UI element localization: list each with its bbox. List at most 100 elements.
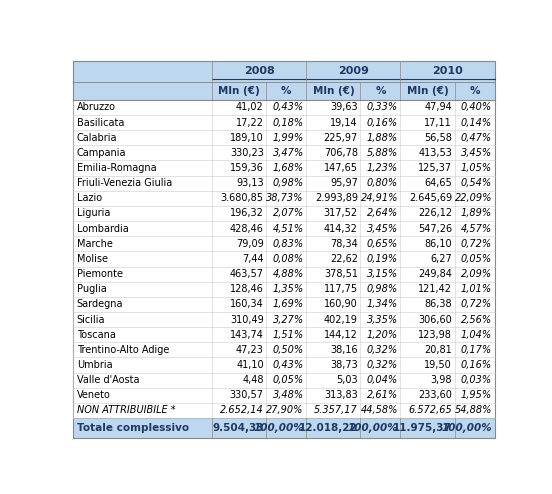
Text: 378,51: 378,51 (324, 269, 358, 279)
Text: 6.572,65: 6.572,65 (408, 406, 452, 415)
Text: 100,00%: 100,00% (347, 423, 398, 433)
Bar (73, 327, 495, 342)
Text: Veneto: Veneto (77, 390, 110, 400)
Text: 0,14%: 0,14% (461, 118, 492, 127)
Text: 2.645,69: 2.645,69 (409, 193, 452, 204)
Text: 1,51%: 1,51% (273, 329, 304, 340)
Text: Trentino-Alto Adige: Trentino-Alto Adige (77, 345, 169, 355)
Bar (73, 206, 495, 221)
Bar (73, 115, 495, 130)
Text: 1,99%: 1,99% (273, 133, 304, 143)
Text: 1,68%: 1,68% (273, 163, 304, 173)
Text: 79,09: 79,09 (236, 239, 264, 249)
Text: 1,35%: 1,35% (273, 284, 304, 294)
Text: 0,47%: 0,47% (461, 133, 492, 143)
Text: 3,48%: 3,48% (273, 390, 304, 400)
Text: 3,27%: 3,27% (273, 315, 304, 325)
Text: 547,26: 547,26 (418, 224, 452, 234)
Text: 0,19%: 0,19% (367, 254, 398, 264)
Text: 3.680,85: 3.680,85 (221, 193, 264, 204)
Text: 4,51%: 4,51% (273, 224, 304, 234)
Text: 11.975,37: 11.975,37 (393, 423, 452, 433)
Text: 128,46: 128,46 (230, 284, 264, 294)
Text: 86,10: 86,10 (424, 239, 452, 249)
Bar (73, 161, 495, 175)
Text: 249,84: 249,84 (418, 269, 452, 279)
Text: 0,16%: 0,16% (367, 118, 398, 127)
Text: Campania: Campania (77, 148, 126, 158)
Text: %: % (469, 86, 480, 96)
Text: 160,90: 160,90 (324, 299, 358, 309)
Text: 0,32%: 0,32% (367, 360, 398, 370)
Text: 1,20%: 1,20% (367, 329, 398, 340)
Text: Calabria: Calabria (77, 133, 117, 143)
Text: 143,74: 143,74 (230, 329, 264, 340)
Text: 0,98%: 0,98% (367, 284, 398, 294)
Text: 0,40%: 0,40% (461, 102, 492, 113)
Text: 0,32%: 0,32% (367, 345, 398, 355)
Text: 19,50: 19,50 (424, 360, 452, 370)
Text: 3,15%: 3,15% (367, 269, 398, 279)
Text: 1,95%: 1,95% (461, 390, 492, 400)
Text: 0,05%: 0,05% (461, 254, 492, 264)
Text: 121,42: 121,42 (418, 284, 452, 294)
Text: 1,88%: 1,88% (367, 133, 398, 143)
Text: 0,33%: 0,33% (367, 102, 398, 113)
Text: 147,65: 147,65 (324, 163, 358, 173)
Text: 0,54%: 0,54% (461, 178, 492, 188)
Text: 0,83%: 0,83% (273, 239, 304, 249)
Text: 22,62: 22,62 (330, 254, 358, 264)
Text: 0,98%: 0,98% (273, 178, 304, 188)
Text: 54,88%: 54,88% (455, 406, 492, 415)
Text: 2010: 2010 (432, 66, 463, 77)
Text: 123,98: 123,98 (418, 329, 452, 340)
Text: 0,80%: 0,80% (367, 178, 398, 188)
Bar (73, 251, 495, 267)
Text: Mln (€): Mln (€) (219, 86, 260, 96)
Text: 1,05%: 1,05% (461, 163, 492, 173)
Text: 2009: 2009 (338, 66, 369, 77)
Text: 313,83: 313,83 (324, 390, 358, 400)
Text: 100,00%: 100,00% (442, 423, 492, 433)
Text: 1,01%: 1,01% (461, 284, 492, 294)
Text: 3,47%: 3,47% (273, 148, 304, 158)
Text: NON ATTRIBUIBILE *: NON ATTRIBUIBILE * (77, 406, 176, 415)
Text: 2,07%: 2,07% (273, 208, 304, 218)
Bar (73, 358, 495, 372)
Text: Mln (€): Mln (€) (312, 86, 354, 96)
Text: 159,36: 159,36 (230, 163, 264, 173)
Text: 160,34: 160,34 (230, 299, 264, 309)
Text: 225,97: 225,97 (323, 133, 358, 143)
Text: 3,35%: 3,35% (367, 315, 398, 325)
Bar (73, 372, 495, 388)
Text: 317,52: 317,52 (324, 208, 358, 218)
Text: 0,16%: 0,16% (461, 360, 492, 370)
Text: 330,23: 330,23 (230, 148, 264, 158)
Text: 2.652,14: 2.652,14 (220, 406, 264, 415)
Text: Lazio: Lazio (77, 193, 102, 204)
Text: Valle d'Aosta: Valle d'Aosta (77, 375, 139, 385)
Text: Abruzzo: Abruzzo (77, 102, 116, 113)
Text: 233,60: 233,60 (418, 390, 452, 400)
Text: 93,13: 93,13 (236, 178, 264, 188)
Text: 86,38: 86,38 (424, 299, 452, 309)
Text: Sardegna: Sardegna (77, 299, 123, 309)
Text: Marche: Marche (77, 239, 113, 249)
Text: 7,44: 7,44 (242, 254, 264, 264)
Bar (73, 82, 495, 100)
Text: 0,18%: 0,18% (273, 118, 304, 127)
Text: 0,08%: 0,08% (273, 254, 304, 264)
Text: 24,91%: 24,91% (360, 193, 398, 204)
Text: 56,58: 56,58 (424, 133, 452, 143)
Text: 78,34: 78,34 (330, 239, 358, 249)
Text: Friuli-Venezia Giulia: Friuli-Venezia Giulia (77, 178, 172, 188)
Text: 39,63: 39,63 (330, 102, 358, 113)
Text: 402,19: 402,19 (324, 315, 358, 325)
Text: 0,65%: 0,65% (367, 239, 398, 249)
Text: 144,12: 144,12 (324, 329, 358, 340)
Text: 0,72%: 0,72% (461, 239, 492, 249)
Text: Sicilia: Sicilia (77, 315, 105, 325)
Text: 125,37: 125,37 (418, 163, 452, 173)
Text: 4,48: 4,48 (242, 375, 264, 385)
Text: 0,43%: 0,43% (273, 102, 304, 113)
